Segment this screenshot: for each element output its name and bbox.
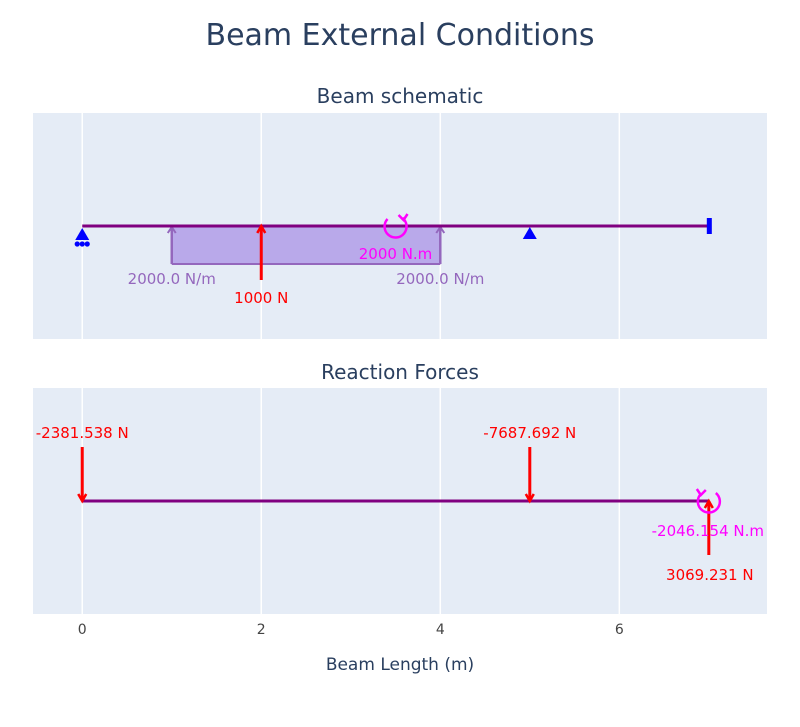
distributed-load-label-start: 2000.0 N/m: [128, 270, 216, 288]
point-load-arrow-head: [256, 223, 267, 234]
reaction-moment-symbol-head: [695, 488, 707, 497]
point-load-label: 1000 N: [234, 289, 288, 307]
applied-point-loads: 1000 N: [234, 223, 288, 307]
roller-support-triangle: [75, 228, 90, 240]
applied-moment-symbol-head: [397, 213, 409, 222]
fixed-support: [706, 218, 712, 234]
panel-title-schematic: Beam schematic: [317, 84, 484, 108]
x-tick-label: 4: [436, 622, 445, 638]
reaction-force-arrow-head: [703, 498, 714, 509]
panel-title-reactions: Reaction Forces: [321, 360, 479, 384]
chart-title: Beam External Conditions: [206, 18, 595, 53]
point-load-arrow: [256, 223, 267, 280]
distributed-load-label-end: 2000.0 N/m: [396, 270, 484, 288]
distributed-load-area: [171, 226, 441, 264]
applied-moment-symbol: [383, 213, 409, 239]
reaction-moments: -2046.154 N.m: [652, 488, 764, 540]
reaction-force-arrow-head: [524, 493, 535, 504]
reaction-moment-symbol: [695, 488, 722, 514]
pin-support: [522, 227, 537, 239]
reaction-force-arrow-head: [77, 493, 88, 504]
applied-moments: 2000 N.m: [359, 213, 433, 263]
distributed-load: 2000.0 N/m 2000.0 N/m: [128, 225, 484, 288]
x-tick-labels: 0 2 4 6: [78, 622, 624, 638]
roller-support: [74, 228, 90, 247]
x-tick-label: 0: [78, 622, 87, 638]
x-tick-label: 2: [257, 622, 266, 638]
distributed-loads: 2000.0 N/m 2000.0 N/m: [128, 225, 484, 288]
reaction-moment-label: -2046.154 N.m: [652, 522, 764, 540]
reaction-force-label: -7687.692 N: [483, 424, 576, 442]
applied-moment-symbol-arc: [383, 217, 408, 239]
reaction-force-arrow: [703, 498, 714, 555]
reaction-force-label: 3069.231 N: [666, 566, 754, 584]
x-tick-label: 6: [615, 622, 624, 638]
applied-moment-label: 2000 N.m: [359, 245, 433, 263]
roller-support-wheel: [84, 241, 90, 247]
roller-support-wheel: [74, 241, 80, 247]
reaction-force-label: -2381.538 N: [36, 424, 129, 442]
reaction-force-arrow: [77, 447, 88, 504]
reaction-forces: -2381.538 N -7687.692 N 3069.231 N: [36, 424, 754, 584]
schematic-panel: 2000.0 N/m 2000.0 N/m 1000 N 2000 N.m: [74, 213, 712, 307]
supports: [74, 218, 712, 247]
roller-support-wheel: [79, 241, 85, 247]
reaction-force-arrow: [524, 447, 535, 504]
reaction-moment-symbol-arc: [696, 492, 722, 514]
x-axis-label: Beam Length (m): [326, 655, 474, 675]
reactions-panel: -2381.538 N -7687.692 N 3069.231 N -2046.1…: [36, 424, 764, 584]
